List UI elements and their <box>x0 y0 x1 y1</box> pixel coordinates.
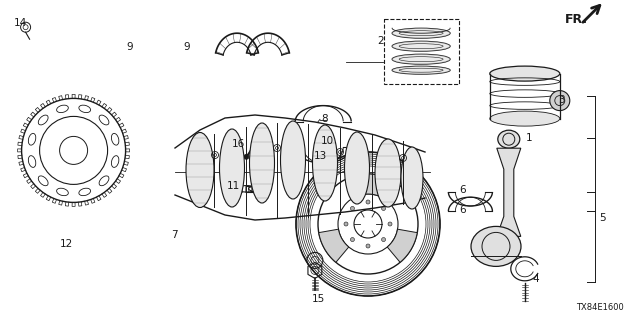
Text: 5: 5 <box>600 212 606 223</box>
Text: 11: 11 <box>227 181 241 191</box>
Ellipse shape <box>186 132 214 207</box>
Circle shape <box>244 154 249 159</box>
Text: 10: 10 <box>321 136 335 146</box>
Text: 16: 16 <box>232 139 245 149</box>
Polygon shape <box>319 229 349 262</box>
Text: 9: 9 <box>127 42 133 52</box>
Text: 3: 3 <box>558 95 564 105</box>
Ellipse shape <box>312 125 337 201</box>
Ellipse shape <box>375 139 401 207</box>
Circle shape <box>381 237 385 242</box>
Text: 9: 9 <box>183 42 189 52</box>
Ellipse shape <box>490 111 560 126</box>
Bar <box>383 19 459 84</box>
Ellipse shape <box>392 54 450 64</box>
Ellipse shape <box>392 66 450 74</box>
Ellipse shape <box>392 41 450 51</box>
Text: 4: 4 <box>532 274 539 284</box>
Polygon shape <box>351 174 385 196</box>
Ellipse shape <box>392 28 450 38</box>
Text: 2: 2 <box>378 36 384 46</box>
Text: 6: 6 <box>459 185 465 196</box>
Text: 6: 6 <box>459 205 465 215</box>
Ellipse shape <box>250 123 275 203</box>
Circle shape <box>550 91 570 111</box>
Circle shape <box>366 244 370 248</box>
Circle shape <box>344 222 348 226</box>
Ellipse shape <box>401 147 423 209</box>
Text: 12: 12 <box>60 239 73 249</box>
Ellipse shape <box>490 66 560 81</box>
Circle shape <box>366 200 370 204</box>
Text: 14: 14 <box>14 18 28 28</box>
Ellipse shape <box>471 227 521 267</box>
Text: 15: 15 <box>312 294 325 304</box>
Text: 8: 8 <box>321 114 328 124</box>
Circle shape <box>351 237 355 242</box>
Text: 7: 7 <box>171 229 177 240</box>
Circle shape <box>388 222 392 226</box>
Polygon shape <box>497 148 521 236</box>
Ellipse shape <box>220 129 244 207</box>
Ellipse shape <box>498 130 520 148</box>
Circle shape <box>351 206 355 211</box>
Circle shape <box>381 206 385 211</box>
Text: 13: 13 <box>314 151 327 161</box>
Text: TX84E1600: TX84E1600 <box>576 303 624 312</box>
Text: 1: 1 <box>525 132 532 143</box>
Ellipse shape <box>280 121 305 199</box>
Polygon shape <box>387 229 417 262</box>
Ellipse shape <box>344 132 369 204</box>
Text: FR.: FR. <box>564 13 588 26</box>
